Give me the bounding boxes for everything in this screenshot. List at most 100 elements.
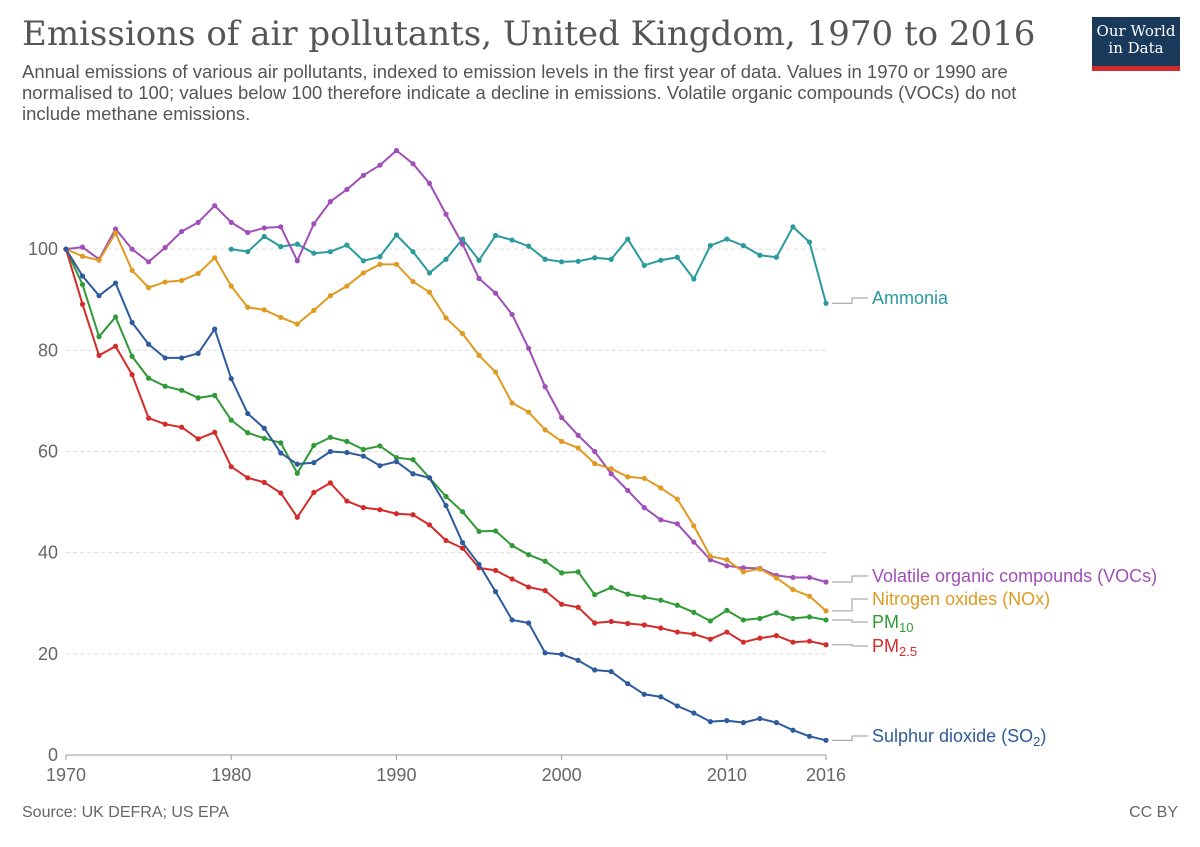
- data-point: [179, 424, 185, 430]
- data-point: [492, 232, 499, 239]
- data-point: [575, 657, 581, 664]
- data-point: [806, 614, 813, 620]
- data-point: [691, 710, 697, 716]
- data-point: [492, 290, 499, 296]
- x-tick-label: 2000: [542, 765, 582, 785]
- data-point: [146, 259, 152, 265]
- data-point: [261, 307, 267, 313]
- data-point: [724, 718, 730, 724]
- data-point: [294, 241, 300, 247]
- data-point: [773, 575, 780, 581]
- chart-title: Emissions of air pollutants, United King…: [22, 14, 1036, 54]
- data-point: [476, 352, 482, 358]
- data-point: [526, 243, 532, 249]
- data-point: [261, 479, 267, 485]
- data-point: [162, 355, 168, 361]
- data-point: [757, 715, 763, 722]
- data-point: [575, 445, 581, 451]
- data-point: [360, 505, 366, 511]
- data-point: [641, 475, 647, 481]
- data-point: [162, 383, 168, 389]
- data-point: [112, 314, 119, 320]
- label-connector: [832, 598, 868, 612]
- data-point: [377, 443, 383, 449]
- line-chart: 0 20 40 60 80 100 1970 1980 1990 2000 2010 2016 Ammo…: [28, 147, 1157, 785]
- data-point: [641, 505, 647, 511]
- owid-logo[interactable]: Our World in Data: [1092, 17, 1180, 71]
- data-point: [426, 475, 433, 481]
- data-point: [459, 509, 466, 515]
- data-point: [294, 321, 300, 327]
- y-tick-label: 100: [28, 239, 58, 259]
- data-point: [674, 496, 680, 502]
- data-point: [542, 650, 548, 656]
- data-point: [344, 186, 350, 193]
- data-point: [327, 293, 333, 299]
- data-point: [443, 315, 449, 321]
- data-point: [146, 415, 152, 421]
- data-point: [608, 584, 614, 591]
- data-point: [228, 246, 234, 252]
- data-point: [443, 211, 449, 217]
- data-point: [195, 395, 201, 401]
- data-point: [806, 239, 813, 245]
- x-tick-label: 1980: [211, 765, 251, 785]
- data-point: [740, 569, 746, 575]
- data-point: [707, 553, 713, 559]
- data-point: [426, 289, 433, 295]
- data-point: [360, 172, 366, 178]
- y-tick-label: 60: [38, 442, 58, 462]
- data-point: [96, 257, 102, 263]
- data-point: [261, 233, 267, 240]
- data-point: [195, 436, 201, 442]
- data-point: [790, 727, 796, 733]
- series-label: PM2.5: [872, 636, 917, 659]
- data-point: [261, 425, 267, 431]
- data-point: [707, 719, 713, 725]
- data-point: [377, 507, 383, 513]
- data-point: [658, 257, 664, 263]
- data-point: [245, 249, 251, 255]
- data-point: [112, 280, 119, 286]
- data-point: [608, 256, 614, 262]
- data-point: [360, 270, 366, 276]
- source-note: Source: UK DEFRA; US EPA: [22, 804, 229, 821]
- data-point: [790, 615, 796, 622]
- data-point: [459, 331, 466, 337]
- data-point: [212, 203, 218, 209]
- data-point: [294, 461, 300, 467]
- data-point: [228, 417, 234, 423]
- data-point: [625, 681, 631, 687]
- data-point: [278, 314, 284, 321]
- data-point: [344, 242, 350, 248]
- series-line: [231, 225, 827, 304]
- data-point: [592, 667, 598, 673]
- data-point: [228, 283, 234, 289]
- data-point: [410, 471, 416, 477]
- data-point: [278, 244, 284, 250]
- data-point: [79, 273, 86, 279]
- data-point: [707, 618, 713, 624]
- data-point: [278, 450, 284, 456]
- data-point: [377, 254, 383, 260]
- label-connector: [832, 575, 868, 583]
- data-point: [79, 281, 86, 288]
- data-point: [625, 620, 631, 627]
- data-point: [559, 651, 565, 657]
- data-point: [691, 276, 697, 282]
- data-point: [311, 460, 317, 466]
- data-point: [63, 246, 69, 252]
- data-point: [641, 594, 647, 600]
- data-point: [476, 528, 482, 535]
- data-point: [245, 410, 251, 417]
- license-note[interactable]: CC BY: [1129, 804, 1178, 821]
- data-point: [658, 694, 664, 700]
- x-tick-label: 1990: [376, 765, 416, 785]
- series-label: Volatile organic compounds (VOCs): [872, 566, 1157, 586]
- data-point: [757, 635, 763, 641]
- data-point: [691, 523, 697, 529]
- data-point: [311, 250, 317, 256]
- data-point: [592, 620, 598, 626]
- data-point: [476, 561, 482, 567]
- data-point: [707, 243, 713, 249]
